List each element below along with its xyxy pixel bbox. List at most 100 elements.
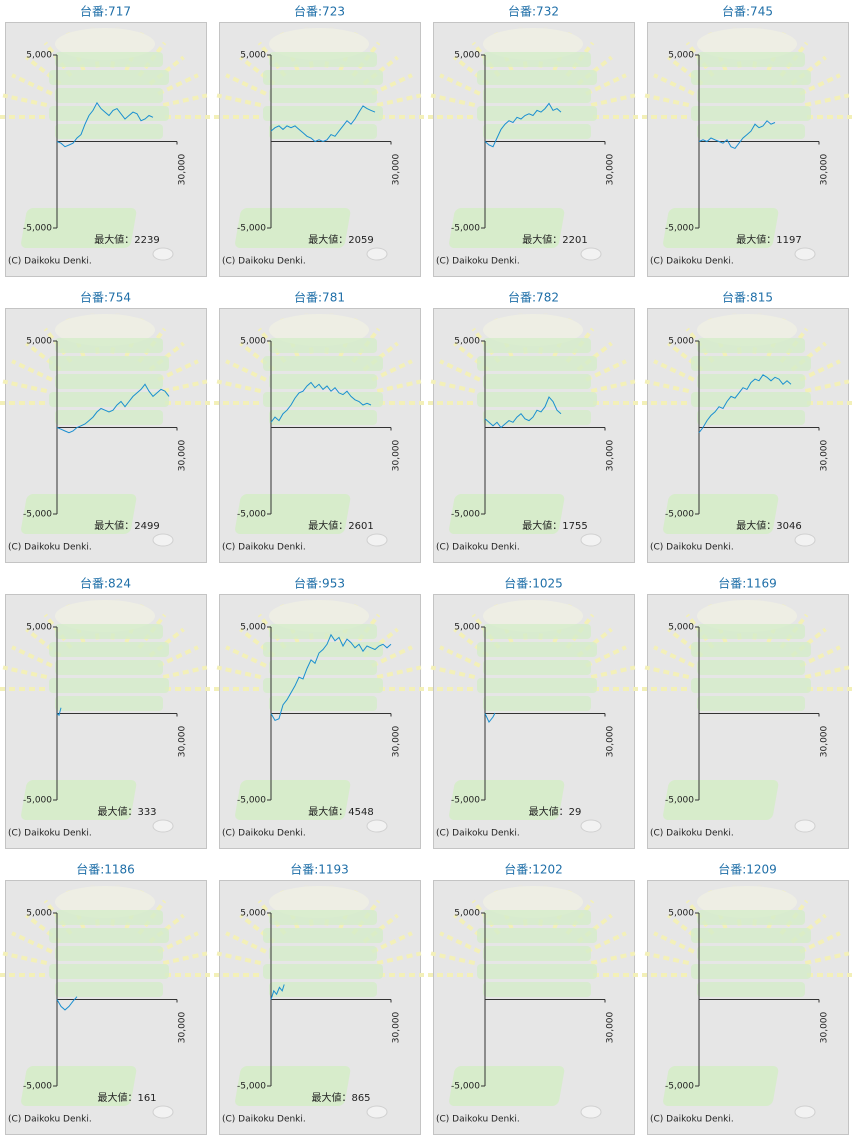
panel-title: 台番:723	[294, 4, 345, 19]
copyright: (C) Daikoku Denki.	[222, 829, 306, 839]
decor-coin	[366, 819, 388, 833]
decor-ray	[453, 341, 490, 372]
decor-ray	[2, 93, 48, 107]
decor-tray	[477, 642, 597, 657]
decor-ray	[799, 73, 841, 96]
decor-tray-bottom	[449, 1066, 565, 1106]
max-label: 最大値：4548	[308, 805, 373, 818]
panel: 5,000 -5,000 30,000 最大値：1755 (C) Daikoku Den…	[428, 308, 638, 563]
y-tick-label: 5,000	[454, 909, 480, 919]
decor-ray	[590, 93, 636, 107]
decor-ray	[371, 645, 413, 668]
line-series	[56, 707, 62, 717]
decor-ray	[644, 93, 690, 107]
panel: 5,000 -5,000 30,000 最大値：2059 (C) Daikoku Den…	[214, 22, 424, 277]
decor-ray	[653, 931, 695, 954]
x-tick-label: 30,000	[820, 439, 830, 471]
y-tick-label: -5,000	[451, 1082, 480, 1092]
decor-tray	[263, 106, 383, 121]
y-tick-label: -5,000	[665, 224, 694, 234]
decor-ray	[376, 665, 422, 679]
max-label: 最大値：161	[97, 1091, 156, 1104]
x-tick-label: 30,000	[392, 725, 402, 757]
decor-tray	[483, 124, 591, 139]
decor-ray	[590, 951, 636, 965]
decor-tray	[263, 928, 383, 943]
x-tick-label: 30,000	[820, 153, 830, 185]
copyright: (C) Daikoku Denki.	[436, 543, 520, 553]
decor-tray	[269, 124, 377, 139]
decor-tray	[49, 356, 169, 371]
copyright: (C) Daikoku Denki.	[222, 543, 306, 553]
decor-ray	[590, 665, 636, 679]
copyright: (C) Daikoku Denki.	[222, 257, 306, 267]
max-label: 最大値：333	[97, 805, 156, 818]
decor-tray	[691, 678, 811, 693]
max-label: 最大値：2059	[308, 233, 373, 246]
decor-ray	[225, 931, 267, 954]
decor-ray	[25, 341, 62, 372]
decor-coin	[580, 247, 602, 261]
x-tick-label: 30,000	[606, 153, 616, 185]
y-tick-label: -5,000	[237, 796, 266, 806]
copyright: (C) Daikoku Denki.	[436, 257, 520, 267]
decor-tray	[269, 946, 377, 961]
decor-tray	[269, 624, 377, 639]
decor-coin	[794, 1105, 816, 1119]
decor-tray	[477, 70, 597, 85]
decor-ray	[216, 951, 262, 965]
decor-tray	[697, 52, 805, 67]
max-label: 最大値：1197	[736, 233, 801, 246]
decor-tray	[49, 642, 169, 657]
y-tick-label: -5,000	[237, 510, 266, 520]
decor-coin	[366, 1105, 388, 1119]
decor-ray	[239, 55, 276, 86]
decor-coin	[580, 819, 602, 833]
y-tick-label: -5,000	[665, 510, 694, 520]
panel-title: 台番:1025	[504, 576, 563, 591]
panel: 5,000 -5,000 30,000 最大値：161 (C) Daikoku Denk…	[0, 880, 210, 1135]
y-tick-label: 5,000	[240, 337, 266, 347]
x-tick-label: 30,000	[178, 725, 188, 757]
line-series	[270, 633, 392, 722]
y-tick-label: 5,000	[26, 623, 52, 633]
decor-tray	[269, 982, 377, 997]
decor-tray	[49, 392, 169, 407]
decor-ray	[11, 73, 53, 96]
decor-tray	[55, 338, 163, 353]
decor-ray	[644, 665, 690, 679]
y-tick-label: 5,000	[454, 623, 480, 633]
decor-tray	[483, 624, 591, 639]
decor-tray	[55, 624, 163, 639]
y-tick-label: 5,000	[668, 623, 694, 633]
decor-ray	[11, 645, 53, 668]
decor-tray	[483, 52, 591, 67]
decor-tray-bottom	[449, 780, 565, 820]
decor-coin	[152, 819, 174, 833]
decor-tray	[49, 678, 169, 693]
decor-ray	[585, 645, 627, 668]
decor-tray-bottom	[235, 1066, 351, 1106]
decor-ray	[376, 379, 422, 393]
line-series	[56, 996, 78, 1011]
decor-tray	[697, 946, 805, 961]
decor-tray	[49, 964, 169, 979]
max-label: 最大値：29	[529, 805, 582, 818]
decor-tray	[263, 356, 383, 371]
panel: 5,000 -5,000 30,000 最大値：865 (C) Daikoku Denk…	[214, 880, 424, 1135]
line-series	[270, 105, 376, 143]
decor-ray	[653, 73, 695, 96]
y-tick-label: -5,000	[665, 1082, 694, 1092]
decor-tray	[477, 678, 597, 693]
y-tick-label: 5,000	[26, 909, 52, 919]
max-label: 最大値：3046	[736, 519, 801, 532]
decor-ray	[225, 645, 267, 668]
decor-tray-bottom	[663, 780, 779, 820]
decor-ray	[644, 951, 690, 965]
decor-tray	[55, 946, 163, 961]
decor-tray	[55, 52, 163, 67]
y-tick-label: 5,000	[668, 51, 694, 61]
decor-tray	[269, 696, 377, 711]
panel: 5,000 -5,000 30,000 (C) Daikoku Denki.	[642, 594, 852, 849]
decor-tray	[483, 946, 591, 961]
